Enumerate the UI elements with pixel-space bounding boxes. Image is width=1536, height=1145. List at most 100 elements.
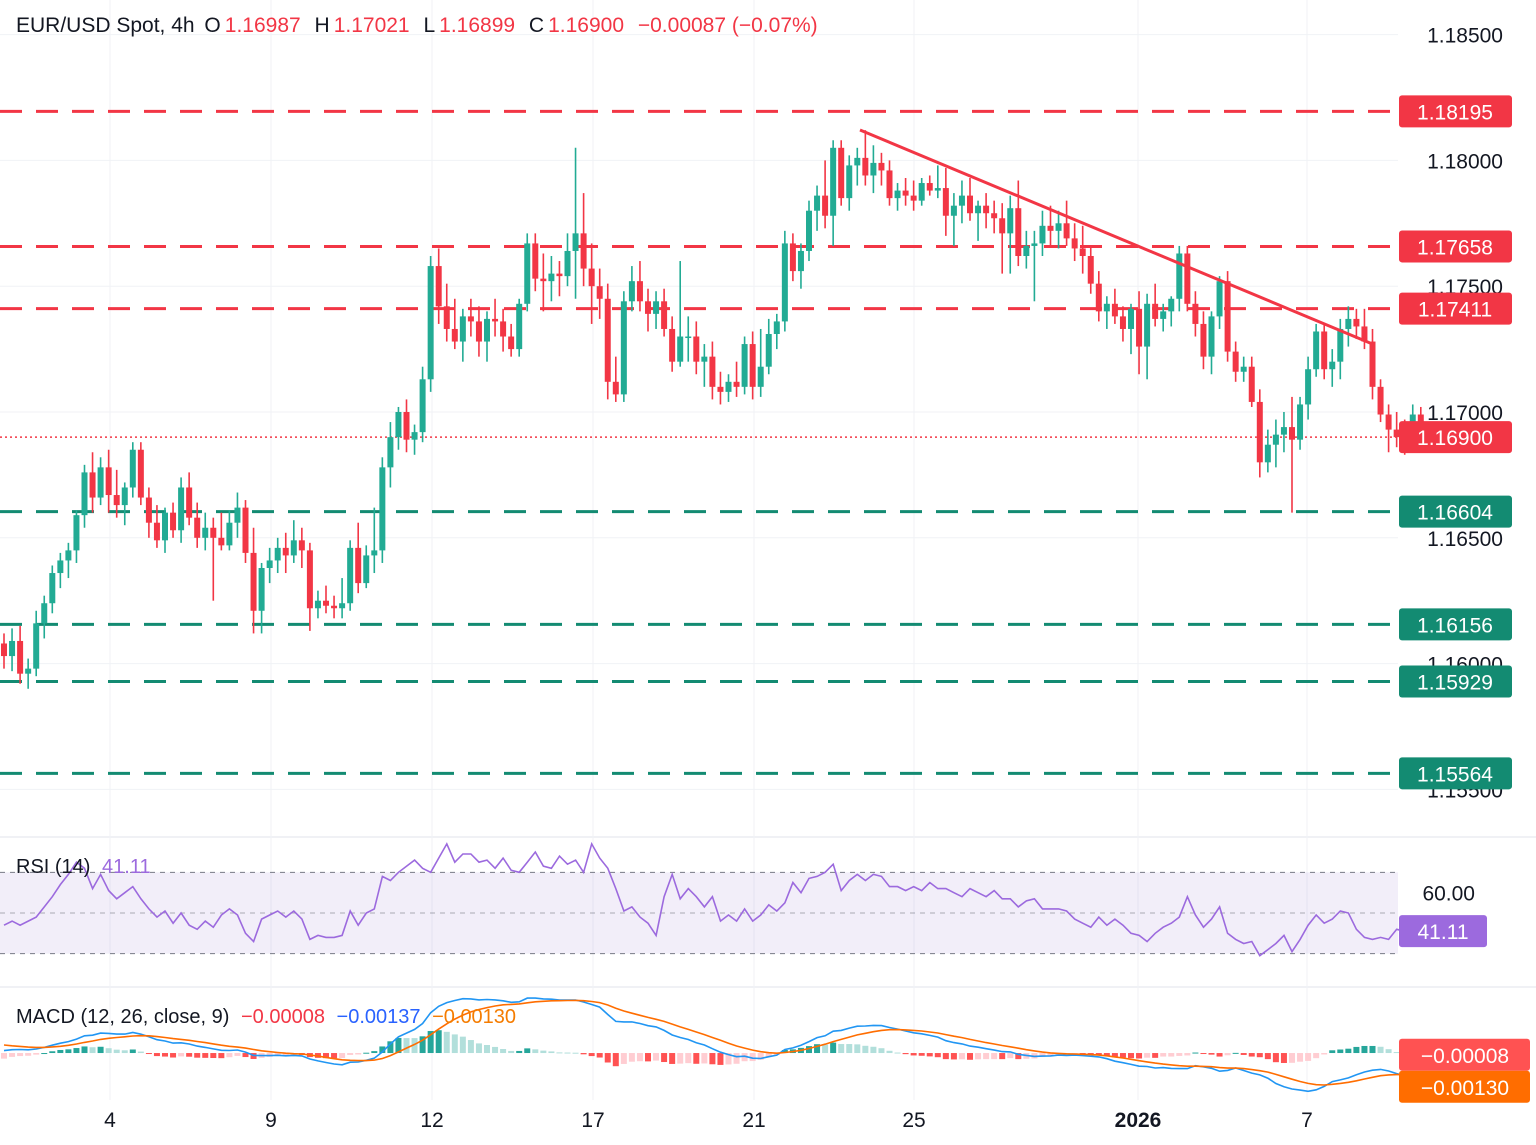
macd-histogram-bar — [934, 1053, 941, 1058]
candle-body — [677, 336, 684, 362]
candle-body — [532, 243, 539, 279]
open-value: 1.16987 — [224, 14, 301, 37]
support-level-tag — [1399, 608, 1512, 641]
macd-histogram-bar — [1, 1053, 7, 1059]
macd-histogram-bar — [741, 1053, 748, 1062]
candle-body — [556, 273, 563, 277]
macd-histogram-bar — [1256, 1053, 1263, 1058]
candle-body — [1232, 351, 1239, 372]
macd-histogram-bar — [894, 1052, 901, 1054]
macd-hist-tag — [1399, 1038, 1530, 1071]
macd-histogram-bar — [403, 1038, 410, 1054]
candle-body — [1208, 316, 1215, 357]
candle-body — [612, 381, 619, 395]
time-tick-label: 4 — [104, 1109, 116, 1132]
candle-body — [411, 432, 418, 440]
macd-histogram-bar — [604, 1053, 611, 1063]
candle-body — [741, 344, 748, 387]
grid-lines — [0, 0, 1536, 1100]
macd-histogram-bar — [339, 1053, 346, 1059]
candle-body — [331, 605, 338, 609]
time-tick-label: 7 — [1301, 1109, 1313, 1132]
candle-body — [1361, 326, 1368, 342]
macd-histogram-bar — [1039, 1053, 1046, 1058]
candle-body — [242, 507, 249, 553]
macd-histogram-bar — [459, 1036, 466, 1054]
candle-body — [701, 356, 708, 362]
candle-body — [1321, 331, 1328, 370]
candle-body — [983, 205, 990, 214]
candle-body — [1079, 248, 1086, 256]
candle-body — [773, 321, 780, 334]
candle-body — [862, 157, 869, 176]
candle-body — [596, 286, 603, 299]
candle-body — [999, 218, 1006, 234]
candle-body — [580, 233, 587, 269]
candle-body — [1224, 281, 1231, 352]
candle-body — [73, 515, 80, 551]
candle-body — [1393, 429, 1400, 438]
candle-body — [105, 467, 112, 496]
candle-body — [540, 278, 547, 282]
candle-body — [854, 157, 861, 166]
macd-histogram-bar — [878, 1048, 885, 1054]
candle-body — [524, 243, 531, 304]
macd-signal-value: −0.00137 — [336, 1006, 421, 1028]
symbol-label: EUR/USD Spot, 4h — [16, 14, 195, 37]
candle-body — [661, 301, 668, 329]
support-level-tag — [1399, 495, 1512, 528]
rsi-label: RSI (14) — [16, 856, 91, 878]
candle-body — [41, 603, 48, 624]
macd-histogram-bar — [186, 1053, 193, 1057]
time-tick-label: 21 — [742, 1109, 765, 1132]
candle-body — [1289, 427, 1295, 440]
macd-histogram-bar — [282, 1053, 289, 1056]
candle-body — [934, 188, 941, 191]
macd-histogram-bar — [1176, 1053, 1183, 1056]
macd-histogram-bar — [178, 1053, 185, 1057]
rsi-line — [3, 841, 1405, 957]
macd-histogram-bar — [709, 1053, 716, 1065]
candle-body — [967, 195, 973, 214]
candle-body — [218, 537, 225, 546]
macd-histogram-bar — [475, 1043, 482, 1054]
candle-body — [572, 233, 579, 251]
macd-histogram-bar — [822, 1044, 829, 1054]
macd-histogram-bar — [355, 1053, 362, 1055]
high-value: 1.17021 — [333, 14, 410, 37]
trendline — [859, 128, 1371, 345]
macd-signal-tag — [1399, 1070, 1530, 1103]
candle-body — [1313, 331, 1320, 370]
candle-body — [902, 190, 909, 196]
candle-body — [620, 301, 627, 395]
candle-body — [427, 266, 434, 380]
candle-body — [65, 550, 72, 561]
macd-histogram-bar — [387, 1041, 394, 1054]
candle-body — [371, 550, 378, 556]
candle-body — [725, 381, 732, 392]
candle-body — [1071, 238, 1078, 249]
candle-body — [1264, 444, 1271, 463]
candle-body — [1377, 386, 1384, 415]
candle-body — [17, 640, 24, 674]
candle-body — [942, 188, 949, 216]
macd-histogram-bar — [1111, 1053, 1118, 1058]
macd-histogram-bar — [653, 1053, 660, 1061]
macd-histogram-bar — [33, 1053, 40, 1055]
candle-body — [564, 250, 571, 277]
candle-body — [749, 344, 756, 387]
macd-histogram-bar — [41, 1053, 48, 1055]
resistance-level-tag-label: 1.17411 — [1418, 299, 1492, 322]
macd-histogram-bar — [717, 1053, 724, 1065]
candle-body — [298, 540, 305, 551]
candle-body — [733, 381, 740, 387]
close-label: C — [528, 14, 545, 37]
candle-body — [403, 412, 410, 440]
macd-hist-tag-label: −0.00008 — [1421, 1045, 1509, 1068]
candle-body — [1095, 283, 1102, 312]
candle-body — [1047, 225, 1054, 231]
macd-histogram-bar — [846, 1044, 853, 1054]
candle-body — [57, 560, 64, 574]
candle-body — [1136, 308, 1143, 347]
candle-body — [290, 540, 297, 556]
